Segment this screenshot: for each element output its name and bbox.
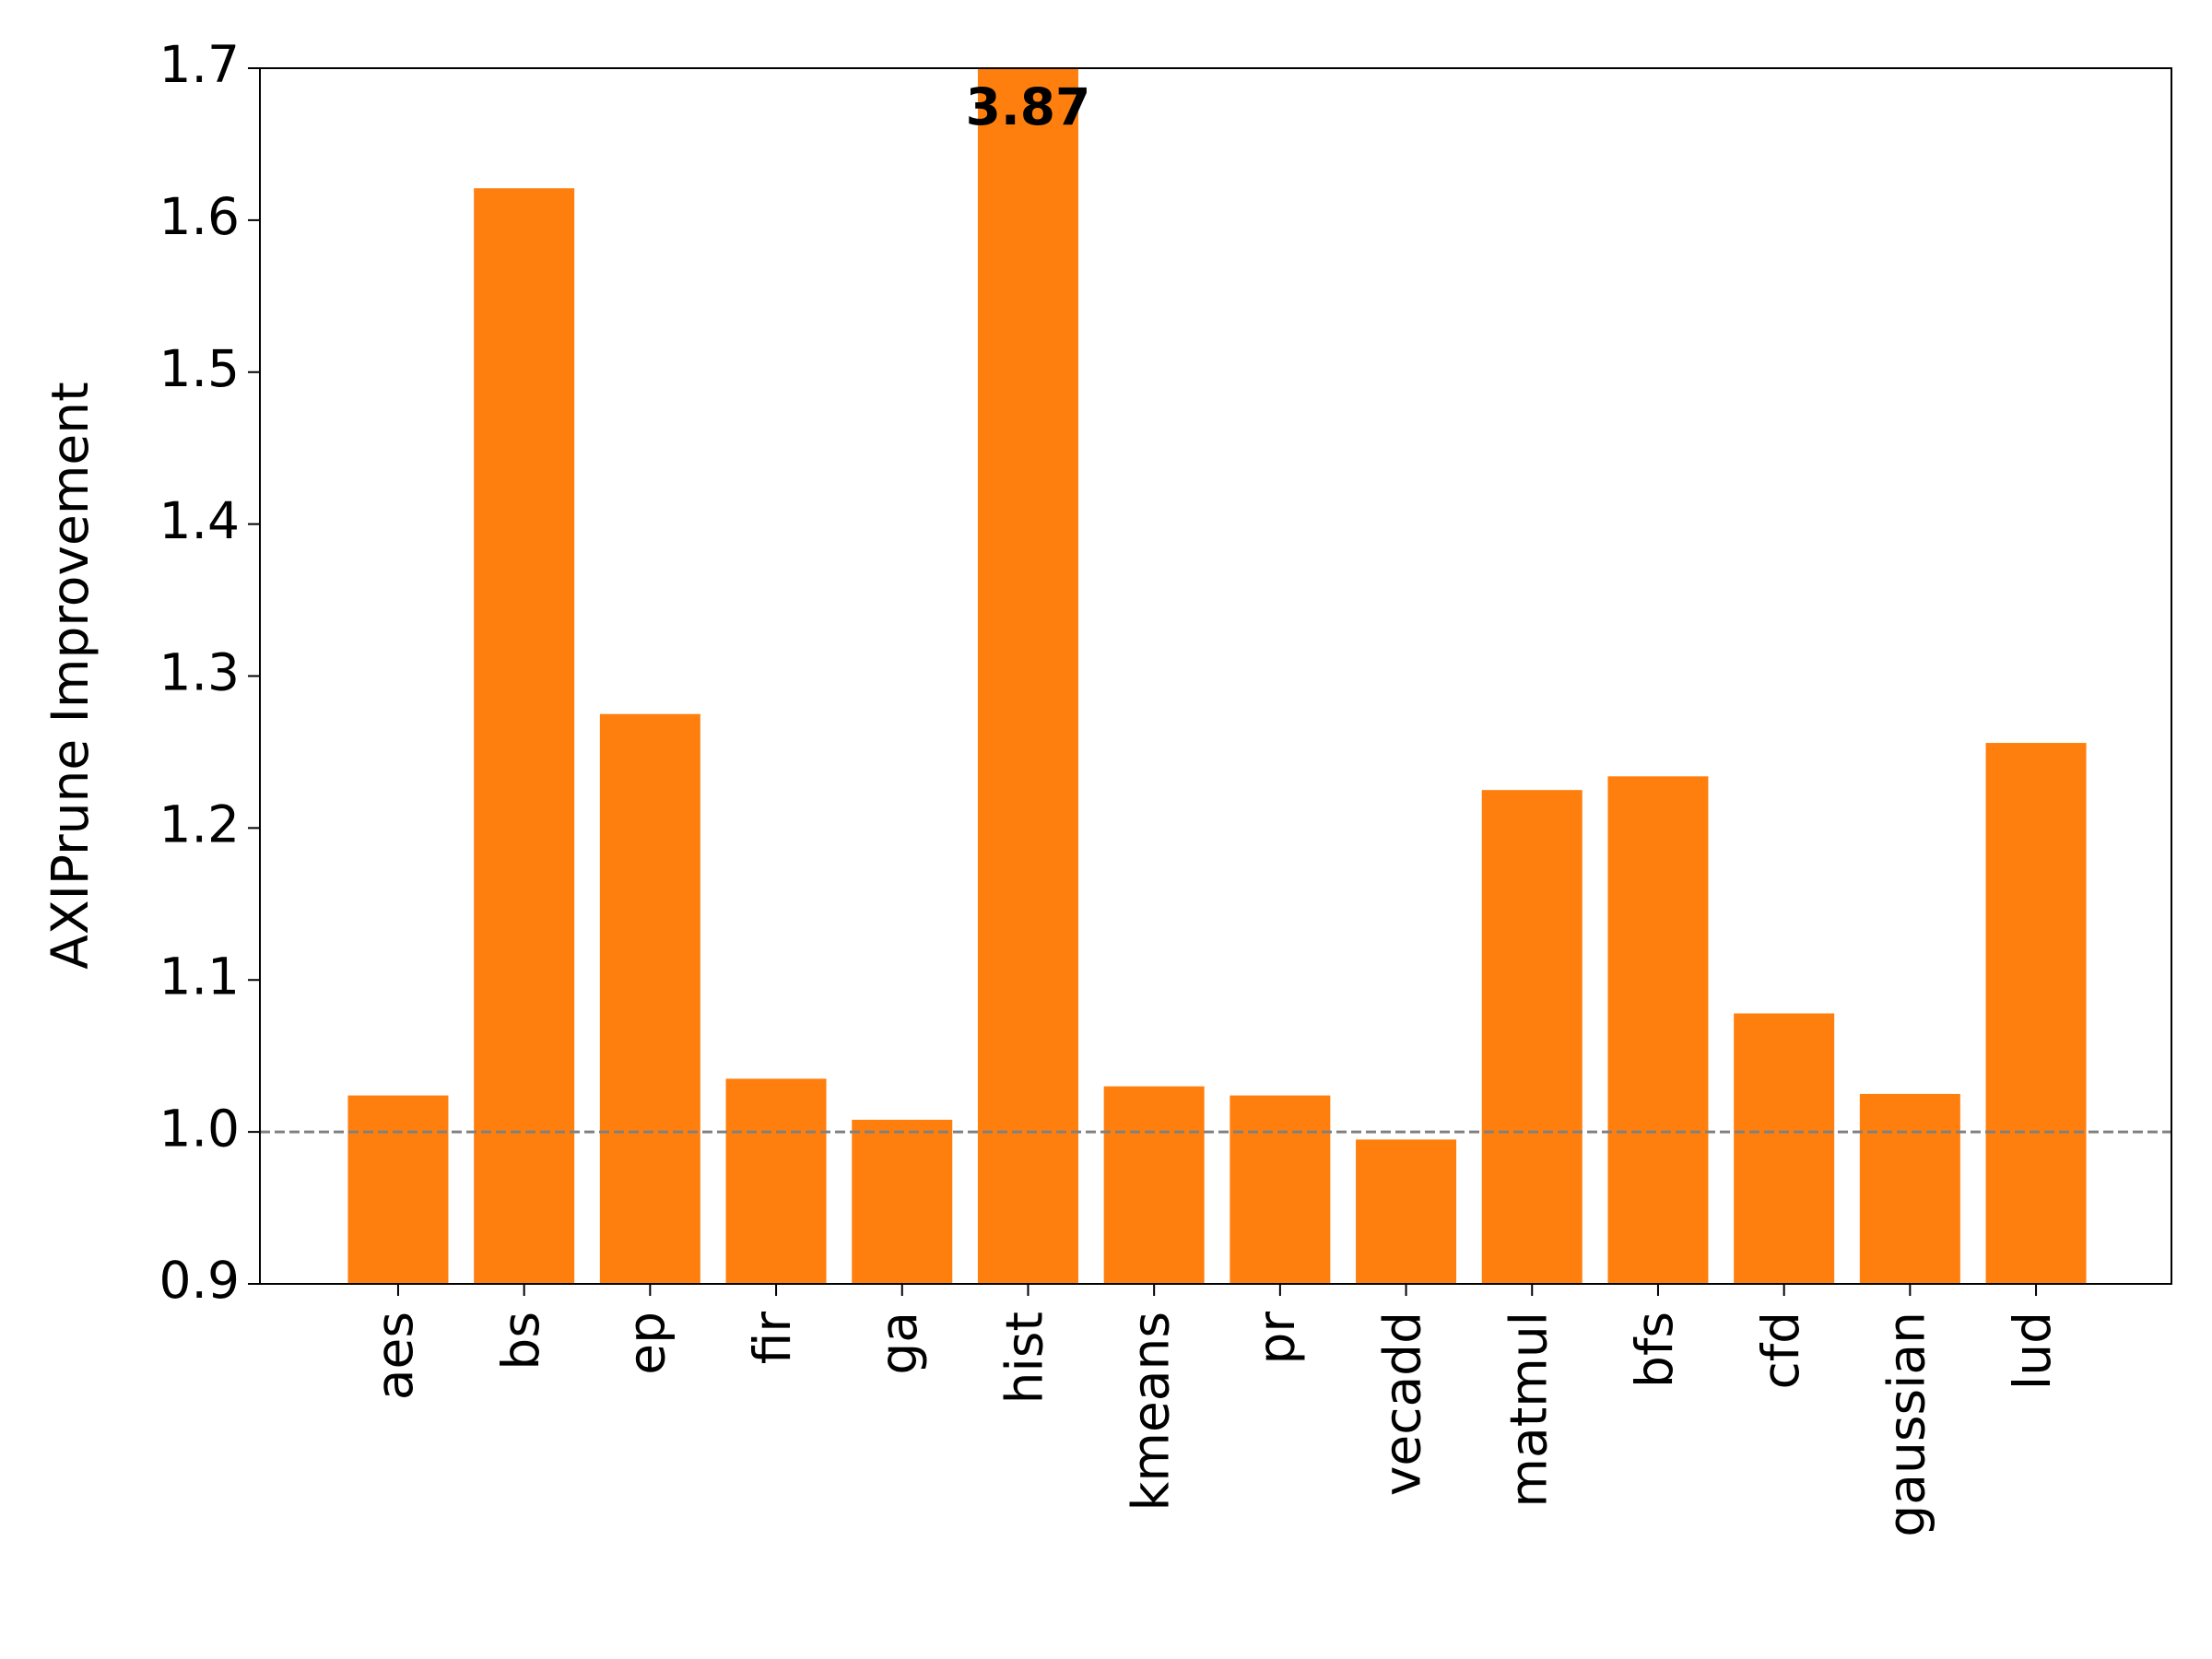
x-tick-label: gaussian xyxy=(1877,1312,1936,1537)
y-tick-label: 1.1 xyxy=(159,947,240,1006)
y-tick-label: 1.5 xyxy=(159,339,240,398)
bar xyxy=(1734,1013,1835,1284)
y-axis-label: AXIPrune Improvement xyxy=(41,382,100,969)
x-tick-label: kmeans xyxy=(1121,1312,1180,1511)
y-tick-label: 1.4 xyxy=(159,491,240,550)
x-tick-label: aes xyxy=(365,1312,424,1400)
bar xyxy=(599,713,700,1284)
x-tick-label: ga xyxy=(869,1312,928,1375)
plot-area xyxy=(347,68,2087,1284)
bar xyxy=(1859,1093,1960,1284)
bar xyxy=(1103,1086,1205,1284)
x-tick-label: bfs xyxy=(1625,1312,1684,1388)
x-tick-label: lud xyxy=(2003,1312,2062,1390)
x-tick-label: matmul xyxy=(1499,1312,1558,1508)
x-tick-label: vecadd xyxy=(1373,1312,1432,1496)
y-tick-label: 1.3 xyxy=(159,643,240,702)
y-tick-label: 0.9 xyxy=(159,1251,240,1310)
y-tick-label: 1.7 xyxy=(159,35,240,94)
x-tick-label: pr xyxy=(1247,1312,1306,1365)
y-tick-label: 1.6 xyxy=(159,187,240,246)
x-tick-label: hist xyxy=(995,1312,1054,1404)
bar xyxy=(1356,1139,1457,1284)
bar xyxy=(1481,790,1583,1284)
y-tick-label: 1.0 xyxy=(159,1099,240,1158)
y-tick-label: 1.2 xyxy=(159,795,240,854)
bar xyxy=(474,188,575,1284)
bar xyxy=(725,1078,827,1284)
bar xyxy=(1985,743,2087,1284)
bar xyxy=(1230,1095,1331,1284)
bar xyxy=(347,1095,449,1284)
bar xyxy=(977,68,1078,1284)
axes-frame xyxy=(259,67,2172,1285)
bar xyxy=(1607,776,1709,1284)
data-label: 3.87 xyxy=(966,77,1091,136)
bar xyxy=(852,1119,953,1284)
x-tick-label: bs xyxy=(491,1312,550,1371)
x-tick-label: ep xyxy=(618,1312,677,1375)
x-tick-label: fir xyxy=(743,1312,802,1365)
x-tick-label: cfd xyxy=(1751,1312,1810,1390)
